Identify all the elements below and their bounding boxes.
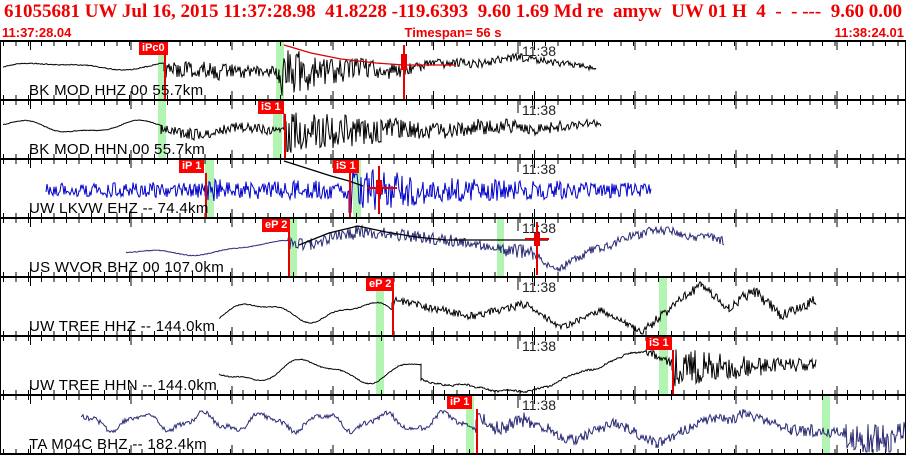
event-flags: - - --- <box>775 1 822 22</box>
waveform-stack: iPc0 11:38 BK MOD HHZ 00 55.7km iS 1 11:38 BK… <box>0 40 906 455</box>
station-channel-label: UW TREE HHN -- 144.0km <box>29 377 218 394</box>
panel-divider <box>1 394 905 396</box>
phase-window-band <box>289 219 297 276</box>
panel-divider <box>1 158 905 160</box>
waveform-panel-7[interactable]: iP 1 11:38 TA M04C BHZ -- 182.4km <box>1 396 905 453</box>
phase-pick-line[interactable] <box>392 291 394 335</box>
window-end-time: 11:38:24.01 <box>834 24 904 40</box>
phase-window-band <box>158 42 166 99</box>
phase-window-band <box>659 278 667 335</box>
minute-time-label: 11:38 <box>522 279 556 295</box>
phase-pick-line[interactable] <box>288 232 290 276</box>
coda-envelope-curve <box>283 160 364 187</box>
phase-pick-line[interactable] <box>284 114 286 158</box>
waveform-panel-5[interactable]: eP 2 11:38 UW TREE HHZ -- 144.0km <box>1 278 905 335</box>
analyst-name: amyw <box>613 1 662 22</box>
panel-divider <box>1 335 905 337</box>
event-id-date: 61055681 UW Jul 16, 2015 11:37:28.98 <box>4 1 316 22</box>
window-start-time: 11:37:28.04 <box>2 24 72 40</box>
phase-pick-flag[interactable]: iP 1 <box>447 396 473 409</box>
trace-canvas <box>2 42 899 99</box>
event-header: 61055681 UW Jul 16, 2015 11:37:28.98 41.… <box>0 0 906 24</box>
phase-pick-flag[interactable]: iP 1 <box>179 160 205 173</box>
panel-divider <box>1 99 905 101</box>
phase-window-band <box>205 160 214 217</box>
event-network-code: UW 01 H <box>671 1 747 22</box>
trace-canvas <box>3 219 899 276</box>
trace-canvas <box>3 337 899 394</box>
phase-window-band <box>276 42 284 99</box>
station-channel-label: TA M04C BHZ -- 182.4km <box>29 436 208 453</box>
station-channel-label: UW TREE HHZ -- 144.0km <box>29 318 216 335</box>
phase-window-band <box>659 337 668 394</box>
panel-divider <box>1 276 905 278</box>
phase-pick-line[interactable] <box>164 55 166 99</box>
phase-pick-flag[interactable]: iS 1 <box>333 160 359 173</box>
coda-duration-marker[interactable] <box>401 45 407 99</box>
minute-time-label: 11:38 <box>522 161 556 177</box>
waveform-panel-3[interactable]: iP 1 iS 1 11:38 UW LKVW EHZ -- 74.4km <box>1 160 905 217</box>
waveform-panel-4[interactable]: eP 2 11:38 US WVOR BHZ 00 107.0km <box>1 219 905 276</box>
phase-pick-flag[interactable]: eP 2 <box>262 219 291 232</box>
waveform-panel-1[interactable]: iPc0 11:38 BK MOD HHZ 00 55.7km <box>1 42 905 99</box>
minute-time-label: 11:38 <box>522 43 556 59</box>
event-coordinates: 41.8228 -119.6393 <box>325 1 469 22</box>
coda-envelope-curve <box>298 225 548 246</box>
panel-divider <box>1 453 905 455</box>
phase-window-band <box>376 278 384 335</box>
station-channel-label: BK MOD HHZ 00 55.7km <box>29 82 204 99</box>
panel-divider <box>1 217 905 219</box>
minute-time-label: 11:38 <box>522 220 556 236</box>
minute-time-label: 11:38 <box>522 397 556 413</box>
waveform-panel-6[interactable]: iS 1 11:38 UW TREE HHN -- 144.0km <box>1 337 905 394</box>
coda-duration-marker[interactable] <box>367 166 397 214</box>
phase-pick-flag[interactable]: iS 1 <box>646 337 672 350</box>
phase-pick-line[interactable] <box>205 173 207 217</box>
station-channel-label: US WVOR BHZ 00 107.0km <box>29 259 224 276</box>
panel-divider <box>1 40 905 42</box>
station-channel-label: BK MOD HHN 00 55.7km <box>29 141 206 158</box>
phase-pick-line[interactable] <box>349 173 351 217</box>
event-depth-values: 9.60 0.00 <box>830 1 902 22</box>
phase-window-band <box>353 160 361 217</box>
waveform-panel-2[interactable]: iS 1 11:38 BK MOD HHN 00 55.7km <box>1 101 905 158</box>
time-ruler-header: 11:37:28.04 Timespan= 56 s 11:38:24.01 <box>0 24 906 40</box>
phase-window-band <box>822 396 830 453</box>
trace-canvas <box>2 101 899 158</box>
bottom-margin <box>0 455 906 460</box>
event-magnitude: 9.60 1.69 Md re <box>477 1 604 22</box>
event-count: 4 <box>756 1 766 22</box>
phase-pick-line[interactable] <box>476 409 478 453</box>
phase-pick-flag[interactable]: iPc0 <box>139 42 168 55</box>
phase-pick-flag[interactable]: iS 1 <box>258 101 284 114</box>
phase-window-band <box>466 396 474 453</box>
phase-pick-line[interactable] <box>672 350 674 394</box>
coda-envelope-curve <box>283 44 456 66</box>
phase-pick-flag[interactable]: eP 2 <box>366 278 395 291</box>
trace-canvas <box>3 278 899 335</box>
timespan-label: Timespan= 56 s <box>404 24 502 40</box>
coda-duration-marker[interactable] <box>525 222 549 275</box>
station-channel-label: UW LKVW EHZ -- 74.4km <box>29 200 209 217</box>
minute-time-label: 11:38 <box>522 338 556 354</box>
phase-window-band <box>376 337 384 394</box>
minute-time-label: 11:38 <box>522 102 556 118</box>
